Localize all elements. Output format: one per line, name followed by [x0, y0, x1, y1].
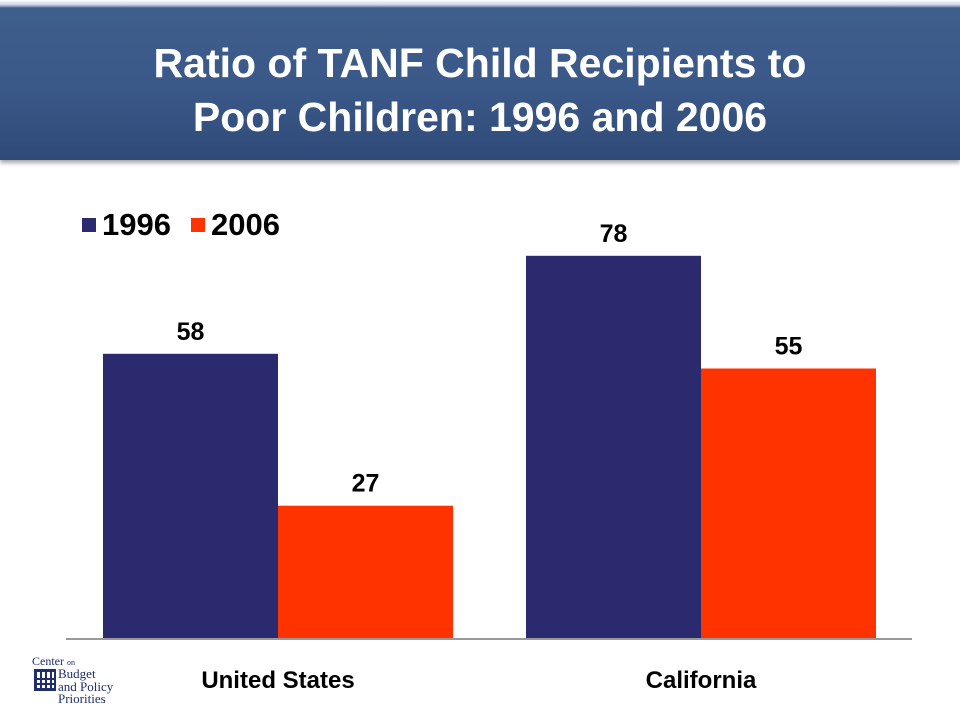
- logo-line-policy: and Policy: [58, 679, 114, 694]
- legend-label-1996: 1996: [102, 207, 171, 242]
- logo-line-priorities: Priorities: [58, 691, 106, 706]
- banner-highlight: [0, 0, 960, 8]
- logo-on-text: on: [67, 658, 75, 667]
- data-label-1996-california: 78: [600, 220, 628, 248]
- legend-label-2006: 2006: [210, 207, 280, 242]
- logo-center-text: Center: [32, 654, 64, 668]
- legend-item-1996: 1996: [82, 207, 171, 243]
- legend-swatch-1996: [82, 218, 96, 232]
- chart-legend: 1996 2006: [82, 205, 280, 245]
- building-grid-icon: [34, 669, 56, 691]
- legend-swatch-2006: [190, 218, 205, 232]
- bar-1996-united-states: [103, 353, 278, 638]
- category-label-united-states: United States: [201, 667, 354, 694]
- bar-1996-california: [526, 255, 701, 639]
- legend-item-2006: 2006: [190, 207, 280, 243]
- slide-title: Ratio of TANF Child Recipients to Poor C…: [0, 36, 960, 144]
- bar-2006-california: [701, 368, 876, 638]
- slide-title-line-2: Poor Children: 1996 and 2006: [192, 94, 768, 140]
- data-label-1996-united-states: 58: [177, 318, 205, 346]
- logo-line-center: Center on: [32, 655, 75, 667]
- data-label-2006-united-states: 27: [352, 470, 380, 498]
- cbpp-logo: Center on Budget and Policy Priorities: [30, 655, 140, 707]
- logo-line-budget: Budget: [58, 666, 96, 681]
- title-banner: Ratio of TANF Child Recipients to Poor C…: [0, 0, 960, 160]
- slide-title-line-1: Ratio of TANF Child Recipients to: [153, 40, 807, 86]
- category-label-california: California: [646, 667, 757, 694]
- data-label-2006-california: 55: [775, 333, 803, 361]
- bar-2006-united-states: [278, 505, 453, 638]
